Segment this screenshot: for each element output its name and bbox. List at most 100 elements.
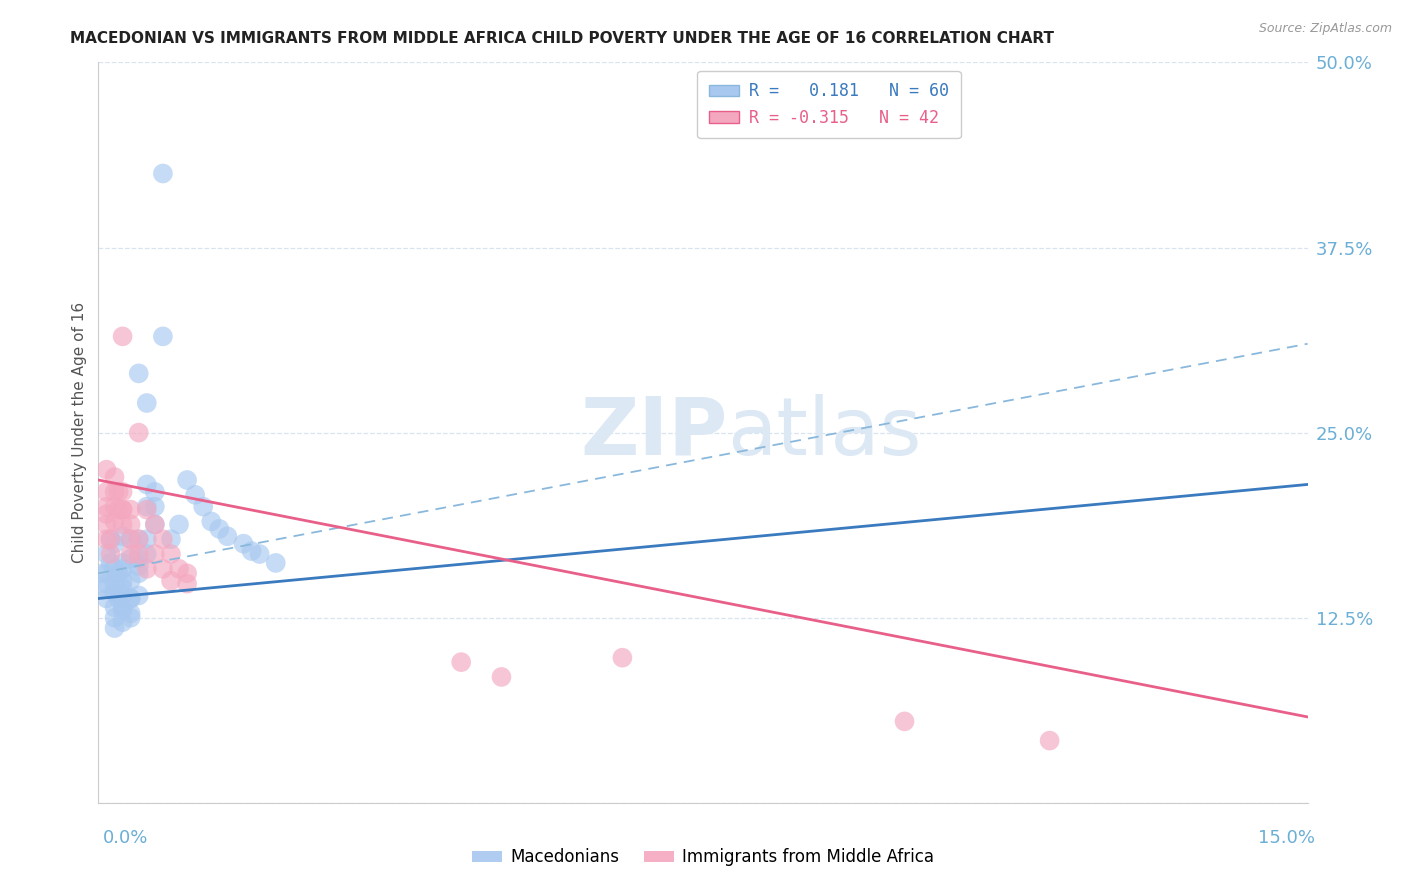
Point: [96, 462, 118, 476]
Point: [152, 562, 174, 576]
Point: [103, 470, 125, 484]
Point: [111, 574, 134, 588]
Point: [120, 517, 142, 532]
Text: Source: ZipAtlas.com: Source: ZipAtlas.com: [1258, 22, 1392, 36]
Point: [120, 502, 142, 516]
Point: [491, 670, 513, 684]
Legend: Macedonians, Immigrants from Middle Africa: Macedonians, Immigrants from Middle Afri…: [465, 842, 941, 873]
Point: [160, 533, 183, 547]
Text: ZIP: ZIP: [579, 393, 727, 472]
Point: [128, 533, 150, 547]
Point: [128, 547, 150, 561]
Point: [128, 425, 150, 440]
Point: [96, 576, 118, 591]
Point: [111, 484, 134, 499]
Point: [96, 547, 118, 561]
Point: [135, 500, 157, 514]
Point: [135, 547, 157, 561]
Point: [249, 547, 271, 561]
Point: [135, 477, 157, 491]
Text: 0.0%: 0.0%: [103, 829, 148, 847]
Point: [100, 533, 122, 547]
Point: [128, 533, 150, 547]
Point: [217, 529, 239, 543]
Point: [96, 500, 118, 514]
Point: [91, 566, 114, 581]
Point: [264, 556, 287, 570]
Point: [100, 533, 122, 547]
Point: [135, 533, 157, 547]
Point: [612, 650, 634, 665]
Point: [208, 522, 231, 536]
Point: [103, 610, 125, 624]
Point: [111, 502, 134, 516]
Point: [160, 574, 183, 588]
Point: [152, 329, 174, 343]
Point: [120, 591, 142, 606]
Point: [152, 166, 174, 180]
Y-axis label: Child Poverty Under the Age of 16: Child Poverty Under the Age of 16: [72, 302, 87, 563]
Point: [143, 500, 166, 514]
Point: [96, 533, 118, 547]
Point: [107, 502, 129, 516]
Point: [103, 562, 125, 576]
Point: [103, 576, 125, 591]
Point: [135, 562, 157, 576]
Point: [96, 507, 118, 521]
Point: [111, 329, 134, 343]
Point: [893, 714, 915, 729]
Point: [103, 585, 125, 599]
Point: [96, 591, 118, 606]
Point: [103, 500, 125, 514]
Point: [103, 621, 125, 635]
Point: [107, 484, 129, 499]
Point: [107, 591, 129, 606]
Point: [128, 566, 150, 581]
Point: [176, 566, 198, 581]
Point: [176, 576, 198, 591]
Point: [120, 551, 142, 566]
Point: [143, 547, 166, 561]
Point: [96, 566, 118, 581]
Point: [111, 517, 134, 532]
Point: [232, 536, 254, 550]
Point: [128, 558, 150, 573]
Point: [128, 551, 150, 566]
Point: [135, 396, 157, 410]
Point: [103, 536, 125, 550]
Point: [184, 488, 207, 502]
Point: [120, 591, 142, 606]
Point: [100, 547, 122, 561]
Point: [111, 562, 134, 576]
Point: [167, 562, 190, 576]
Point: [103, 515, 125, 529]
Text: atlas: atlas: [727, 393, 921, 472]
Legend: R =   0.181   N = 60, R = -0.315   N = 42: R = 0.181 N = 60, R = -0.315 N = 42: [697, 70, 960, 138]
Point: [111, 556, 134, 570]
Point: [120, 574, 142, 588]
Point: [240, 544, 263, 558]
Point: [120, 547, 142, 561]
Point: [111, 600, 134, 615]
Point: [111, 529, 134, 543]
Point: [103, 600, 125, 615]
Point: [120, 607, 142, 621]
Point: [1039, 733, 1062, 747]
Point: [111, 589, 134, 603]
Point: [120, 533, 142, 547]
Point: [193, 500, 215, 514]
Point: [111, 615, 134, 629]
Point: [143, 484, 166, 499]
Text: MACEDONIAN VS IMMIGRANTS FROM MIDDLE AFRICA CHILD POVERTY UNDER THE AGE OF 16 CO: MACEDONIAN VS IMMIGRANTS FROM MIDDLE AFR…: [70, 31, 1054, 46]
Point: [111, 502, 134, 516]
Point: [128, 589, 150, 603]
Point: [135, 502, 157, 516]
Point: [200, 515, 222, 529]
Point: [111, 581, 134, 595]
Point: [450, 655, 472, 669]
Point: [152, 533, 174, 547]
Point: [96, 581, 118, 595]
Point: [96, 484, 118, 499]
Point: [128, 367, 150, 381]
Point: [96, 517, 118, 532]
